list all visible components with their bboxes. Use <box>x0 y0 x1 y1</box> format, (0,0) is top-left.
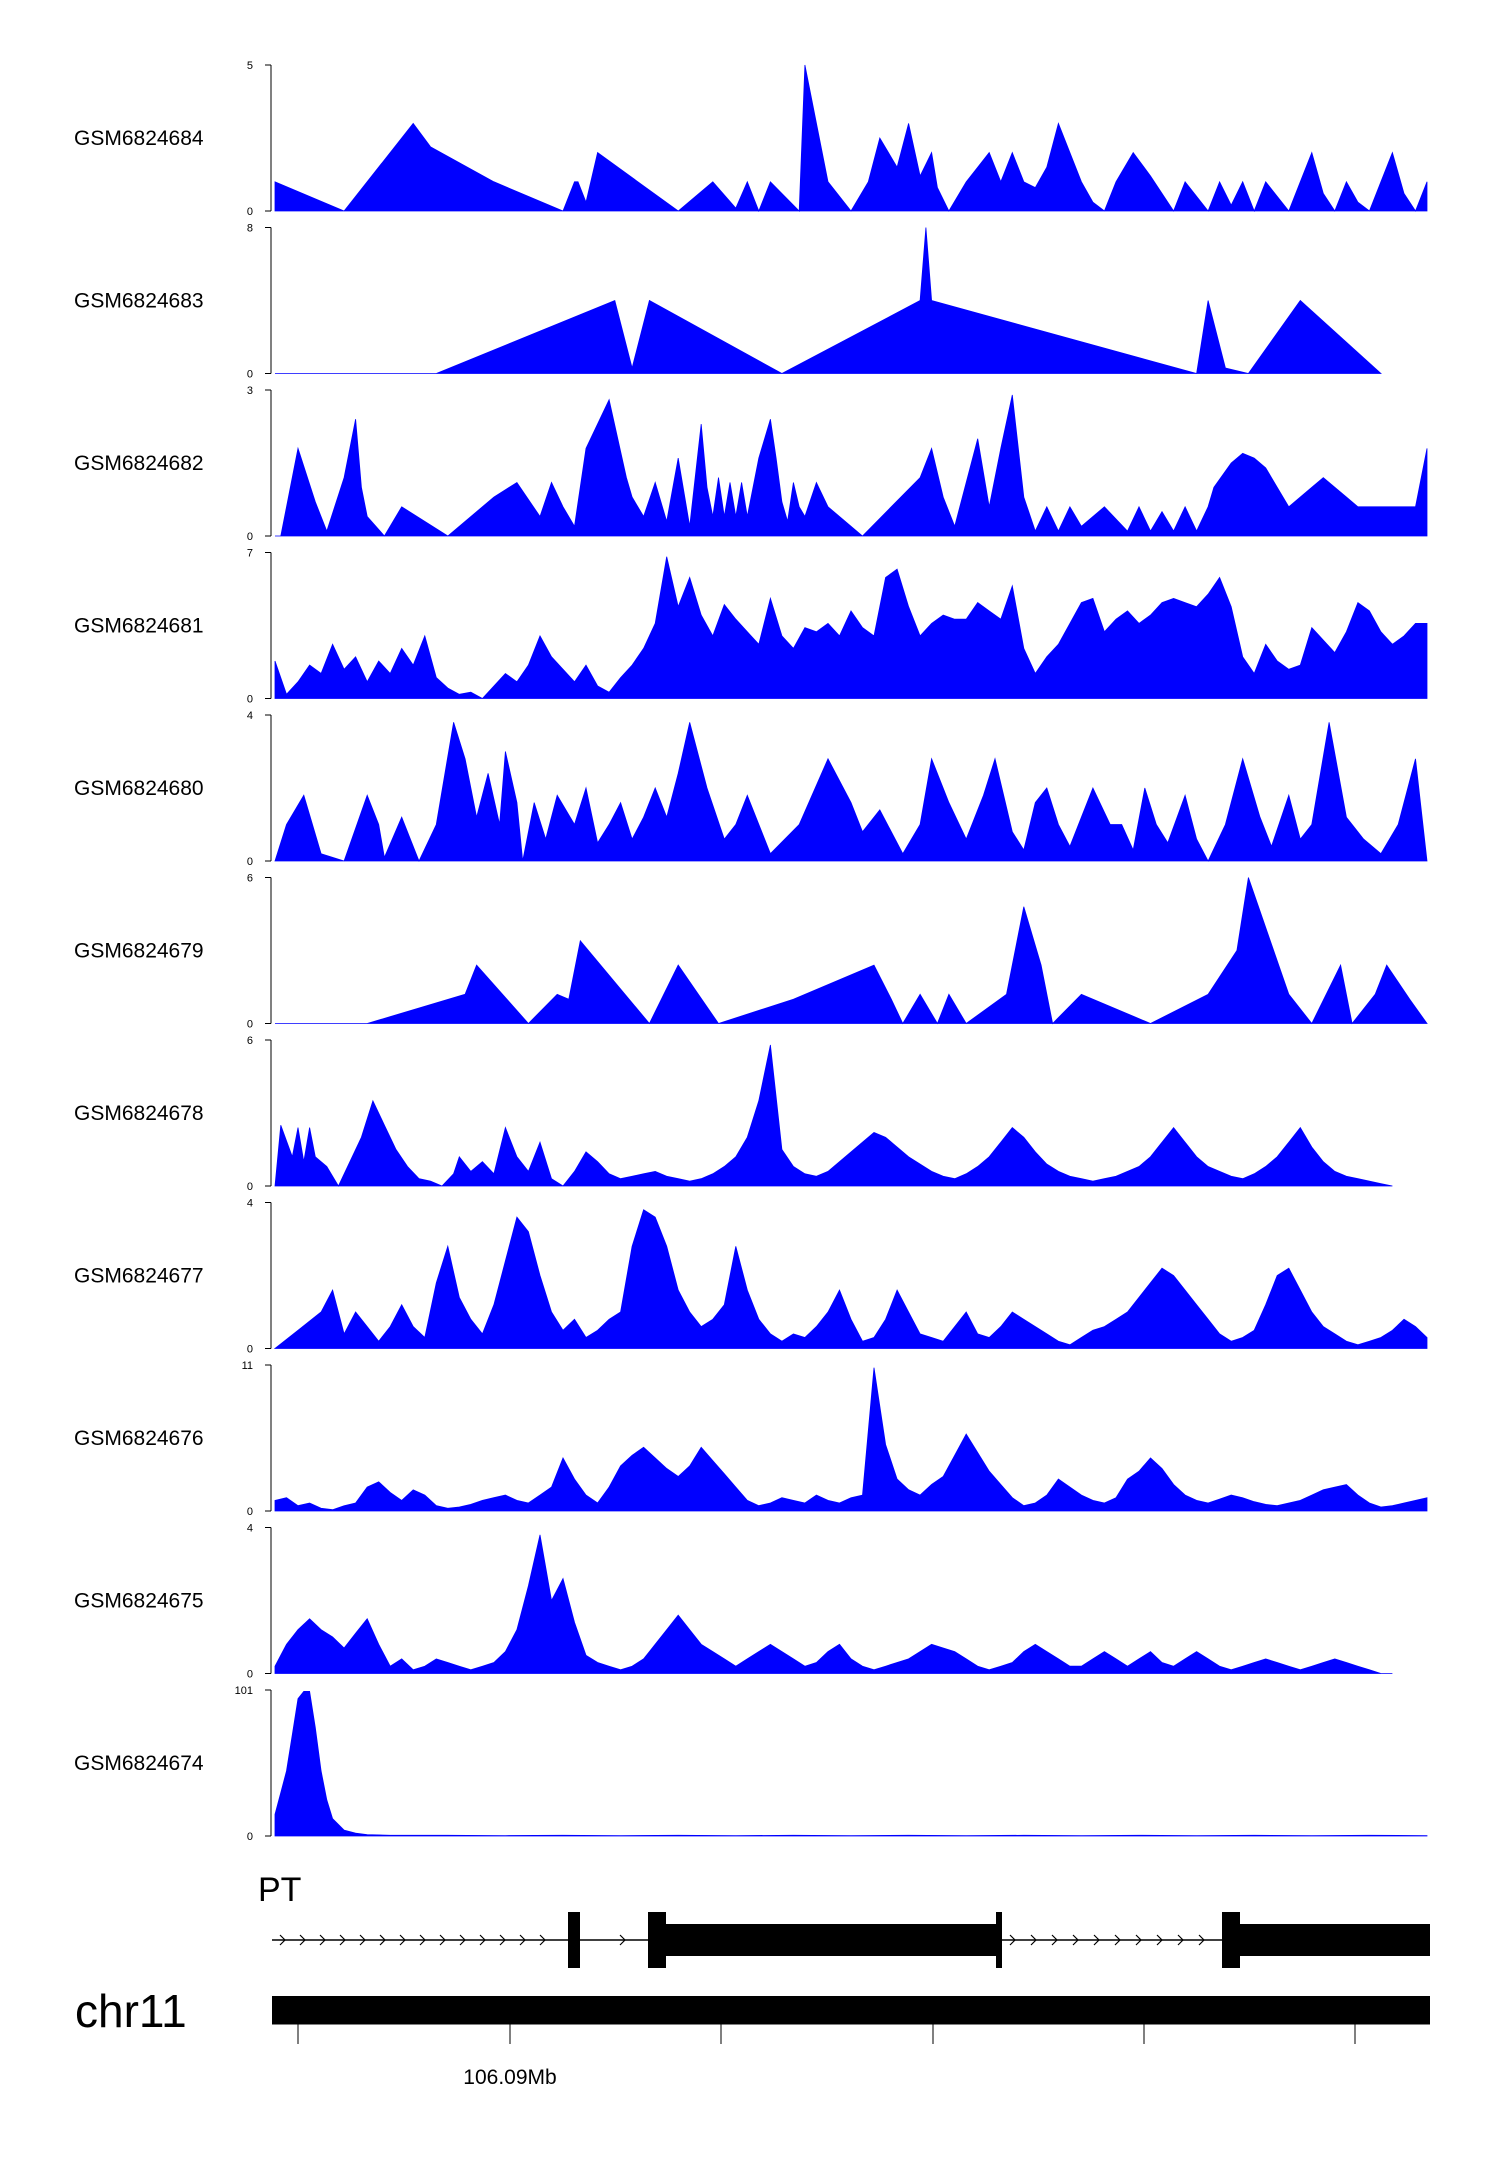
strand-arrow <box>339 1934 346 1946</box>
coverage-area <box>274 1534 1393 1674</box>
track-label: GSM6824678 <box>74 1102 204 1125</box>
track-label: GSM6824677 <box>74 1265 204 1288</box>
track-label: GSM6824676 <box>74 1427 204 1450</box>
exon-3-edge <box>996 1912 1002 1968</box>
y-tick-label-min: 0 <box>247 856 253 868</box>
track-GSM6824681: GSM6824681 7 0 <box>74 548 1428 706</box>
y-tick-label-max: 4 <box>247 1523 253 1535</box>
strand-arrow <box>539 1934 546 1946</box>
strand-arrow <box>1156 1934 1163 1946</box>
y-tick-label-max: 4 <box>247 710 253 722</box>
track-GSM6824675: GSM6824675 4 0 <box>74 1523 1393 1681</box>
exon-1 <box>568 1912 580 1968</box>
y-tick-label-max: 6 <box>247 873 253 885</box>
y-tick-label-min: 0 <box>247 1019 253 1031</box>
track-label: GSM6824684 <box>74 127 204 150</box>
strand-arrow <box>1030 1934 1037 1946</box>
track-label: GSM6824679 <box>74 940 204 963</box>
gene-label: PT <box>258 1871 301 1909</box>
gene-model-track: PT <box>258 1871 1430 1968</box>
strand-arrow <box>359 1934 366 1946</box>
strand-arrow <box>519 1934 526 1946</box>
track-GSM6824677: GSM6824677 4 0 <box>74 1198 1428 1356</box>
coverage-area <box>274 556 1428 700</box>
track-GSM6824682: GSM6824682 3 0 <box>74 385 1428 543</box>
strand-arrow <box>459 1934 466 1946</box>
strand-arrow <box>1072 1934 1079 1946</box>
y-tick-label-max: 8 <box>247 223 253 235</box>
y-tick-label-max: 5 <box>247 60 253 72</box>
y-tick-label-min: 0 <box>247 206 253 218</box>
track-GSM6824678: GSM6824678 6 0 <box>74 1035 1393 1193</box>
track-GSM6824676: GSM6824676 11 0 <box>74 1360 1428 1518</box>
strand-arrow <box>499 1934 506 1946</box>
coverage-area <box>274 64 1428 213</box>
strand-arrow <box>279 1934 286 1946</box>
track-GSM6824674: GSM6824674 101 0 <box>74 1685 1428 1843</box>
exon-2 <box>648 1912 666 1968</box>
y-tick-label-min: 0 <box>247 531 253 543</box>
axis-tick-label: 106.09Mb <box>463 2066 556 2089</box>
coverage-area <box>274 1044 1393 1187</box>
track-label: GSM6824674 <box>74 1752 204 1775</box>
strand-arrow <box>1177 1934 1184 1946</box>
y-tick-label-max: 6 <box>247 1035 253 1047</box>
exon-4-body <box>1240 1924 1430 1956</box>
coverage-area <box>274 1691 1428 1837</box>
y-tick-label-max: 4 <box>247 1198 253 1210</box>
strand-arrow <box>319 1934 326 1946</box>
coverage-area <box>274 722 1428 863</box>
coverage-area <box>274 1367 1428 1512</box>
track-GSM6824680: GSM6824680 4 0 <box>74 710 1428 868</box>
y-tick-label-min: 0 <box>247 369 253 381</box>
strand-arrow <box>1135 1934 1142 1946</box>
y-tick-label-min: 0 <box>247 1344 253 1356</box>
exon-2-body <box>666 1924 998 1956</box>
strand-arrow <box>1114 1934 1121 1946</box>
y-tick-label-max: 3 <box>247 385 253 397</box>
strand-arrow <box>399 1934 406 1946</box>
y-tick-label-max: 7 <box>247 548 253 560</box>
track-GSM6824679: GSM6824679 6 0 <box>74 873 1428 1031</box>
strand-arrow <box>1198 1934 1205 1946</box>
strand-arrow <box>1051 1934 1058 1946</box>
chromosome-ideogram: chr11 <box>75 1985 1430 2037</box>
coverage-area <box>273 1209 1428 1349</box>
coverage-area <box>275 227 1382 375</box>
y-tick-label-min: 0 <box>247 1669 253 1681</box>
exon-4 <box>1222 1912 1240 1968</box>
y-tick-label-max: 101 <box>235 1685 253 1697</box>
track-label: GSM6824680 <box>74 777 204 800</box>
genome-axis: 106.09Mb <box>272 2023 1430 2089</box>
strand-arrow <box>299 1934 306 1946</box>
track-label: GSM6824682 <box>74 452 204 475</box>
y-tick-label-min: 0 <box>247 1506 253 1518</box>
coverage-area <box>275 877 1428 1025</box>
axis-ticks <box>297 2024 1356 2044</box>
y-tick-label-min: 0 <box>247 1831 253 1843</box>
coverage-area <box>275 394 1428 537</box>
strand-arrow <box>1009 1934 1016 1946</box>
strand-arrow <box>439 1934 446 1946</box>
strand-arrow <box>479 1934 486 1946</box>
coverage-tracks: GSM682468450GSM682468380GSM682468230GSM6… <box>74 60 1428 1843</box>
y-tick-label-min: 0 <box>247 1181 253 1193</box>
chromosome-label: chr11 <box>75 1985 187 2037</box>
track-label: GSM6824681 <box>74 615 204 638</box>
strand-arrows <box>279 1934 1205 1946</box>
track-label: GSM6824683 <box>74 290 204 313</box>
track-GSM6824684: GSM6824684 5 0 <box>74 60 1428 218</box>
strand-arrow <box>419 1934 426 1946</box>
track-label: GSM6824675 <box>74 1590 204 1613</box>
strand-arrow <box>1093 1934 1100 1946</box>
chromosome-bar <box>272 1996 1430 2024</box>
strand-arrow <box>619 1934 626 1946</box>
y-tick-label-min: 0 <box>247 694 253 706</box>
y-tick-label-max: 11 <box>242 1360 253 1372</box>
strand-arrow <box>379 1934 386 1946</box>
track-GSM6824683: GSM6824683 8 0 <box>74 223 1382 381</box>
